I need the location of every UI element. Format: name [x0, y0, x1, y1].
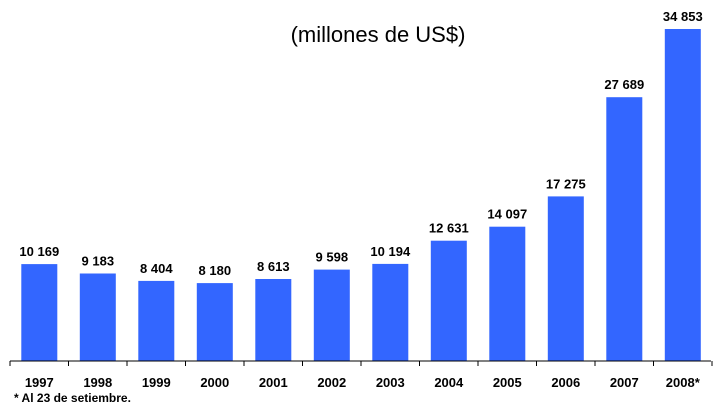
footnote: * Al 23 de setiembre. — [14, 391, 131, 405]
data-label-2008: 34 853 — [663, 9, 703, 24]
data-label-2004: 12 631 — [429, 221, 469, 236]
bar-1997 — [21, 264, 58, 361]
x-tick-label-1998: 1998 — [83, 375, 112, 390]
bar-2005 — [489, 226, 526, 361]
bar-1998 — [79, 273, 116, 361]
x-tick-label-1997: 1997 — [25, 375, 54, 390]
data-label-1999: 8 404 — [140, 261, 173, 276]
x-tick-label-2006: 2006 — [551, 375, 580, 390]
bar-2001 — [255, 279, 292, 361]
bar-2000 — [196, 283, 233, 361]
bar-2004 — [430, 240, 467, 361]
data-label-2007: 27 689 — [604, 77, 644, 92]
data-label-2000: 8 180 — [199, 263, 232, 278]
x-tick-label-1999: 1999 — [142, 375, 171, 390]
bar-2008 — [664, 29, 701, 361]
data-label-2003: 10 194 — [370, 244, 411, 259]
bar-2003 — [372, 263, 409, 361]
bars-group: 10 169 9 183 8 404 8 180 8 613 9 598 10 194 12 … — [19, 9, 703, 361]
bar-2006 — [547, 196, 584, 361]
bar-2002 — [313, 269, 350, 361]
x-tick-label-2008: 2008* — [666, 375, 701, 390]
x-tick-label-2003: 2003 — [376, 375, 405, 390]
x-tick-label-2000: 2000 — [200, 375, 229, 390]
x-tick-label-2005: 2005 — [493, 375, 522, 390]
data-label-2001: 8 613 — [257, 259, 290, 274]
data-label-2002: 9 598 — [316, 250, 349, 265]
chart-title: (millones de US$) — [291, 22, 466, 47]
data-label-2005: 14 097 — [487, 207, 527, 222]
x-tick-label-2002: 2002 — [317, 375, 346, 390]
data-label-1998: 9 183 — [82, 254, 115, 269]
data-label-2006: 17 275 — [546, 176, 586, 191]
x-tick-label-2007: 2007 — [610, 375, 639, 390]
bar-1999 — [138, 280, 175, 361]
x-tick-label-2004: 2004 — [434, 375, 464, 390]
data-label-1997: 10 169 — [19, 244, 59, 259]
x-tick-label-2001: 2001 — [259, 375, 288, 390]
bar-2007 — [606, 97, 643, 361]
x-ticks-group: 1997 1998 1999 2000 2001 2002 2003 2004 2005 2006… — [9, 361, 713, 390]
